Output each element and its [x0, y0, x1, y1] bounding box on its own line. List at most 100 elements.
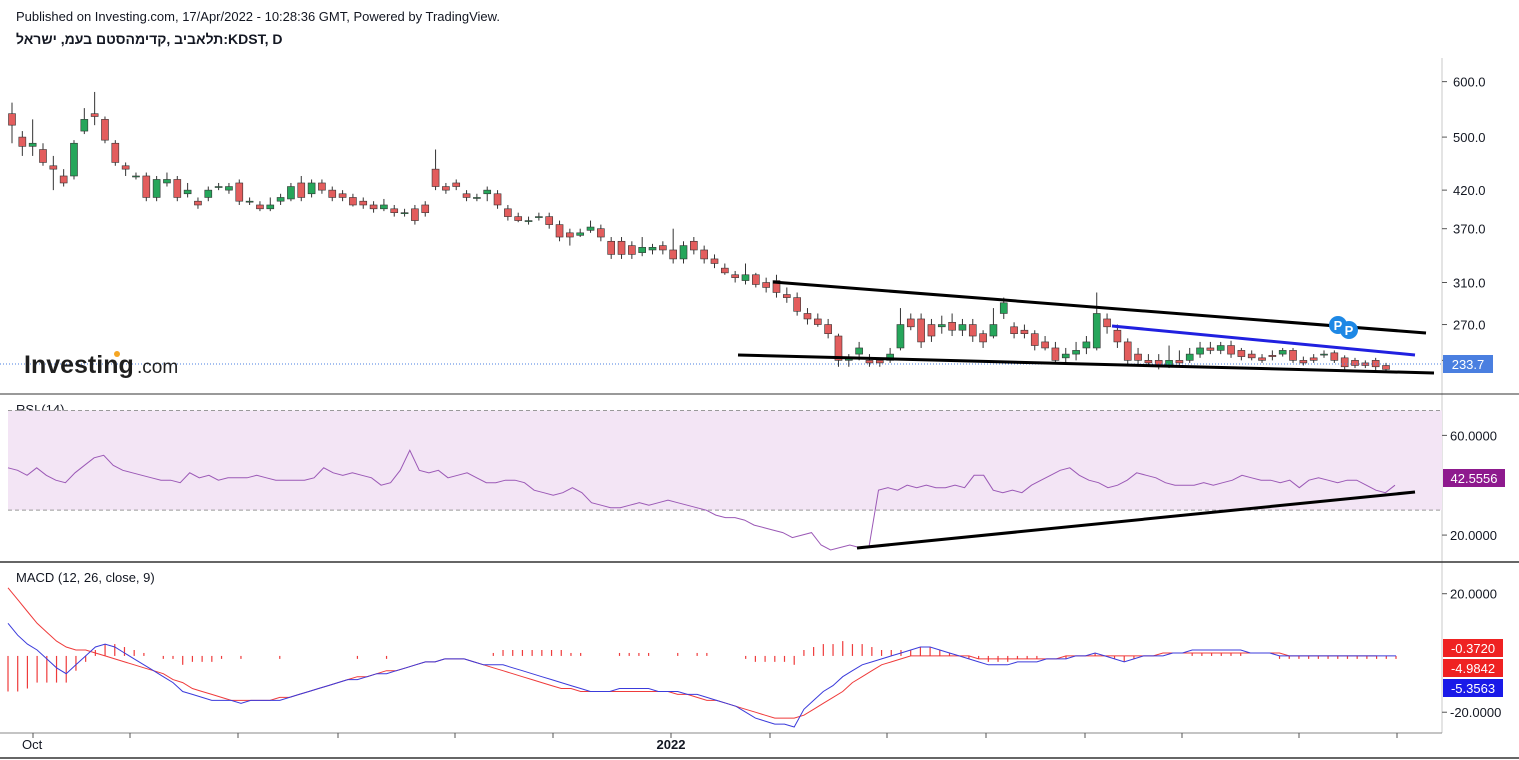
candle-down	[359, 200, 368, 206]
pivot-label-1: P	[1334, 318, 1343, 333]
candle-up	[473, 197, 481, 199]
candle-down	[1237, 350, 1246, 357]
candle-down	[256, 204, 264, 210]
candle-down	[917, 318, 925, 343]
candle-up	[958, 324, 967, 331]
macd-signal-text: -4.9842	[1451, 661, 1495, 676]
upper-trendline	[772, 280, 1427, 335]
candle-down	[875, 360, 884, 364]
rsi-value-text: 42.5556	[1451, 471, 1498, 486]
candle-up	[1216, 345, 1225, 351]
candle-down	[328, 189, 337, 198]
candle-up	[648, 247, 657, 251]
macd-value-text: -5.3563	[1451, 681, 1495, 696]
candle-up	[989, 324, 998, 337]
macd-hist-badge	[1443, 639, 1503, 657]
candle-down	[710, 258, 719, 264]
chart-frame	[0, 58, 1519, 759]
candle-down	[431, 168, 440, 187]
candle-up	[1092, 313, 1101, 349]
candle-down	[504, 208, 512, 217]
candle-down	[566, 232, 574, 238]
candle-down	[1247, 353, 1256, 359]
candle-down	[865, 360, 874, 364]
candle-down	[142, 175, 151, 198]
candle-down	[411, 208, 419, 221]
candle-up	[524, 220, 533, 222]
candle-up	[638, 247, 646, 253]
candle-down	[628, 245, 636, 255]
candle-down	[782, 294, 791, 298]
candle-down	[1351, 360, 1359, 366]
symbol-title: תלאביב ,קדימהסטם בעמ, ישראל:KDST, D	[16, 31, 283, 47]
candle-down	[90, 113, 99, 117]
candle-down	[1330, 352, 1339, 361]
candle-down	[834, 335, 843, 361]
candle-down	[731, 274, 739, 278]
candle-up	[80, 119, 89, 132]
candle-up	[183, 189, 192, 195]
rsi-axis-label: 60.0000	[1450, 428, 1497, 443]
candle-down	[1113, 329, 1122, 343]
candle-down	[514, 216, 523, 221]
candle-down	[462, 193, 471, 198]
price-axis-label: 370.0	[1453, 222, 1486, 237]
candle-down	[1010, 326, 1018, 334]
candle-up	[855, 347, 863, 355]
candle-up	[483, 189, 492, 195]
rsi-axis-label: 20.0000	[1450, 528, 1497, 543]
candle-up	[1278, 350, 1287, 355]
candle-down	[1268, 355, 1277, 357]
candle-up	[1196, 347, 1204, 355]
candle-down	[1289, 350, 1297, 361]
last-price-text: 233.7	[1452, 357, 1485, 372]
candle-down	[421, 204, 430, 213]
candle-down	[824, 324, 832, 334]
candle-down	[906, 318, 915, 328]
candle-down	[617, 240, 626, 255]
macd-signal-badge	[1443, 659, 1503, 677]
pivot-label-2: P	[1345, 323, 1354, 338]
price-axis-label: 600.0	[1453, 75, 1486, 90]
candle-down	[1299, 360, 1308, 364]
pivot-badge-2[interactable]	[1340, 321, 1358, 339]
candle-down	[349, 197, 357, 206]
candle-down	[1041, 341, 1049, 349]
candle-down	[8, 113, 16, 126]
candle-down	[101, 119, 109, 141]
candle-down	[927, 324, 936, 337]
candle-down	[555, 224, 564, 238]
candle-down	[318, 182, 326, 191]
candle-up	[1185, 353, 1194, 361]
macd-axis: 20.0000 -20.0000	[1442, 587, 1501, 720]
candle-down	[1123, 341, 1132, 361]
candle-down	[1340, 357, 1349, 368]
pivot-badges[interactable]: P P	[1329, 316, 1358, 339]
last-price-badge	[1443, 355, 1493, 373]
candle-up	[576, 232, 585, 236]
candle-down	[607, 240, 616, 255]
candle-down	[669, 249, 677, 260]
candle-down	[1175, 360, 1184, 364]
macd-line	[7, 622, 1396, 728]
rsi-band	[8, 410, 1442, 511]
candle-up	[400, 212, 409, 214]
candle-down	[121, 165, 130, 170]
candle-down	[762, 282, 770, 288]
candle-up	[896, 324, 905, 349]
candle-up	[1061, 353, 1070, 359]
candle-down	[235, 182, 244, 202]
candle-up	[70, 142, 78, 177]
candle-down	[979, 333, 987, 343]
candle-up	[225, 186, 233, 191]
candle-up	[937, 324, 946, 328]
candle-up	[266, 204, 275, 210]
rsi-trendline	[856, 490, 1416, 550]
candle-up	[214, 186, 223, 188]
candle-down	[1020, 329, 1029, 334]
investing-logo: Investing .com	[24, 351, 178, 379]
channel-trendline	[1111, 324, 1416, 357]
candle-down	[793, 297, 801, 312]
